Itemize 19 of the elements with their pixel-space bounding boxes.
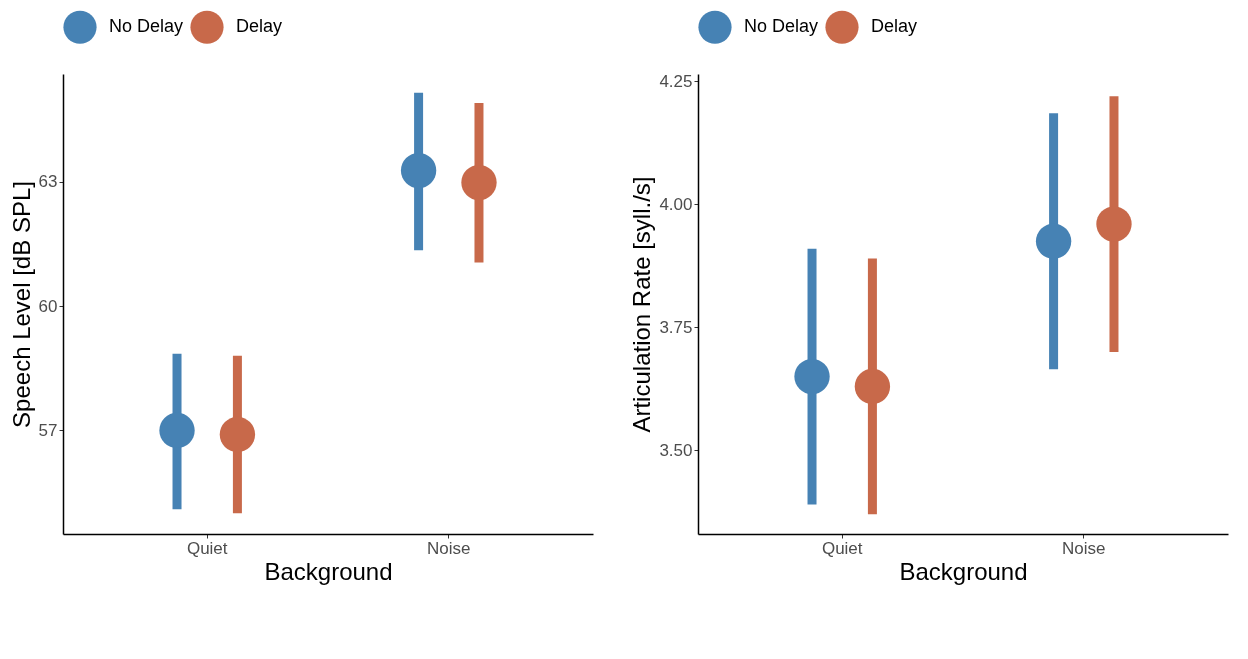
y-axis-title: Speech Level [dB SPL]: [7, 181, 35, 428]
x-tick-label: Noise: [427, 538, 471, 558]
y-tick-label: 4.25: [659, 71, 693, 91]
y-axis-title: Articulation Rate [syll./s]: [628, 176, 656, 433]
x-tick-label: Quiet: [821, 538, 863, 558]
legend-label: No Delay: [109, 16, 184, 37]
x-tick-label: Quiet: [186, 538, 228, 558]
y-tick-label: 63: [38, 172, 58, 192]
y-tick-label: 3.75: [659, 317, 693, 337]
y-tick-label: 57: [38, 420, 58, 440]
legend-label: No Delay: [744, 16, 819, 37]
legend-label: Delay: [236, 16, 283, 37]
x-axis-title: Background: [899, 557, 1028, 585]
y-tick-label: 4.00: [659, 194, 693, 214]
y-tick-label: 3.50: [659, 440, 693, 460]
legend-label: Delay: [871, 16, 918, 37]
x-axis-title: Background: [264, 557, 393, 585]
y-tick-label: 60: [38, 296, 58, 316]
x-tick-label: Noise: [1062, 538, 1106, 558]
